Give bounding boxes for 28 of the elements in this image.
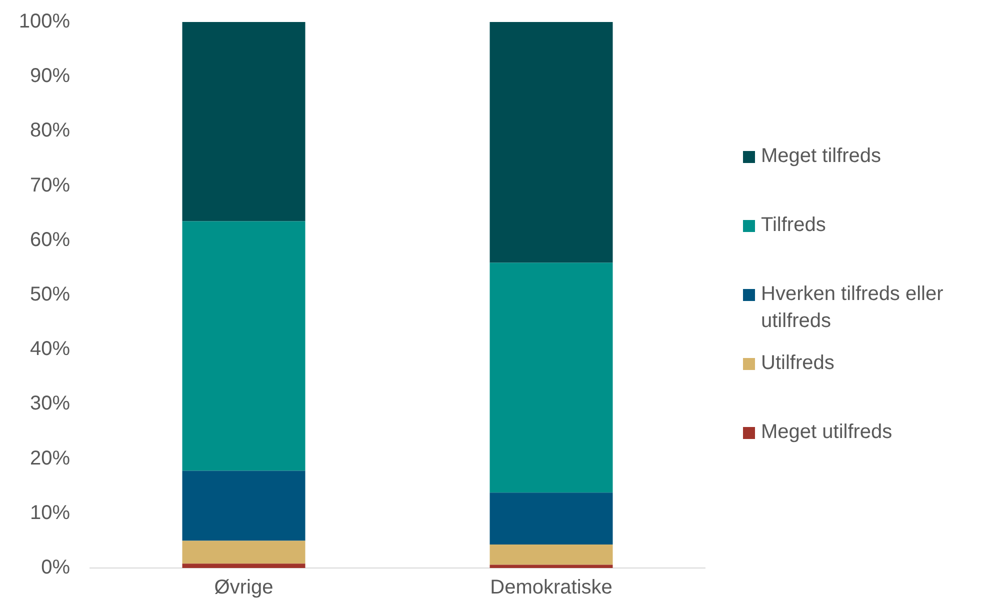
bar xyxy=(490,22,613,263)
bar xyxy=(490,564,613,568)
bar xyxy=(490,544,613,565)
y-tick-label: 80% xyxy=(30,120,70,142)
y-tick-label: 0% xyxy=(41,556,70,579)
bar xyxy=(182,221,306,471)
y-tick-label: 50% xyxy=(30,284,70,306)
bar xyxy=(182,564,306,568)
y-tick-label: 70% xyxy=(30,174,70,196)
legend-label: Utilfreds xyxy=(761,351,834,376)
bar xyxy=(490,492,613,545)
y-tick-label: 40% xyxy=(30,338,70,360)
y-tick-label: 100% xyxy=(18,10,70,33)
bar xyxy=(182,540,306,564)
y-tick-label: 90% xyxy=(30,65,70,88)
y-tick-label: 20% xyxy=(30,447,70,470)
legend-label: Tilfreds xyxy=(761,213,826,238)
bar xyxy=(490,262,613,493)
x-tick-label: Øvrige xyxy=(214,576,274,599)
bar xyxy=(182,470,306,541)
bar xyxy=(182,22,306,222)
x-tick-label: Demokratiske xyxy=(490,576,612,599)
y-tick-label: 60% xyxy=(30,228,70,251)
y-tick-label: 30% xyxy=(30,392,70,415)
legend-label: Hverken tilfreds eller utilfreds xyxy=(761,282,944,334)
y-tick-label: 10% xyxy=(30,502,70,524)
legend-label: Meget utilfreds xyxy=(761,420,892,445)
legend-label: Meget tilfreds xyxy=(761,144,882,169)
